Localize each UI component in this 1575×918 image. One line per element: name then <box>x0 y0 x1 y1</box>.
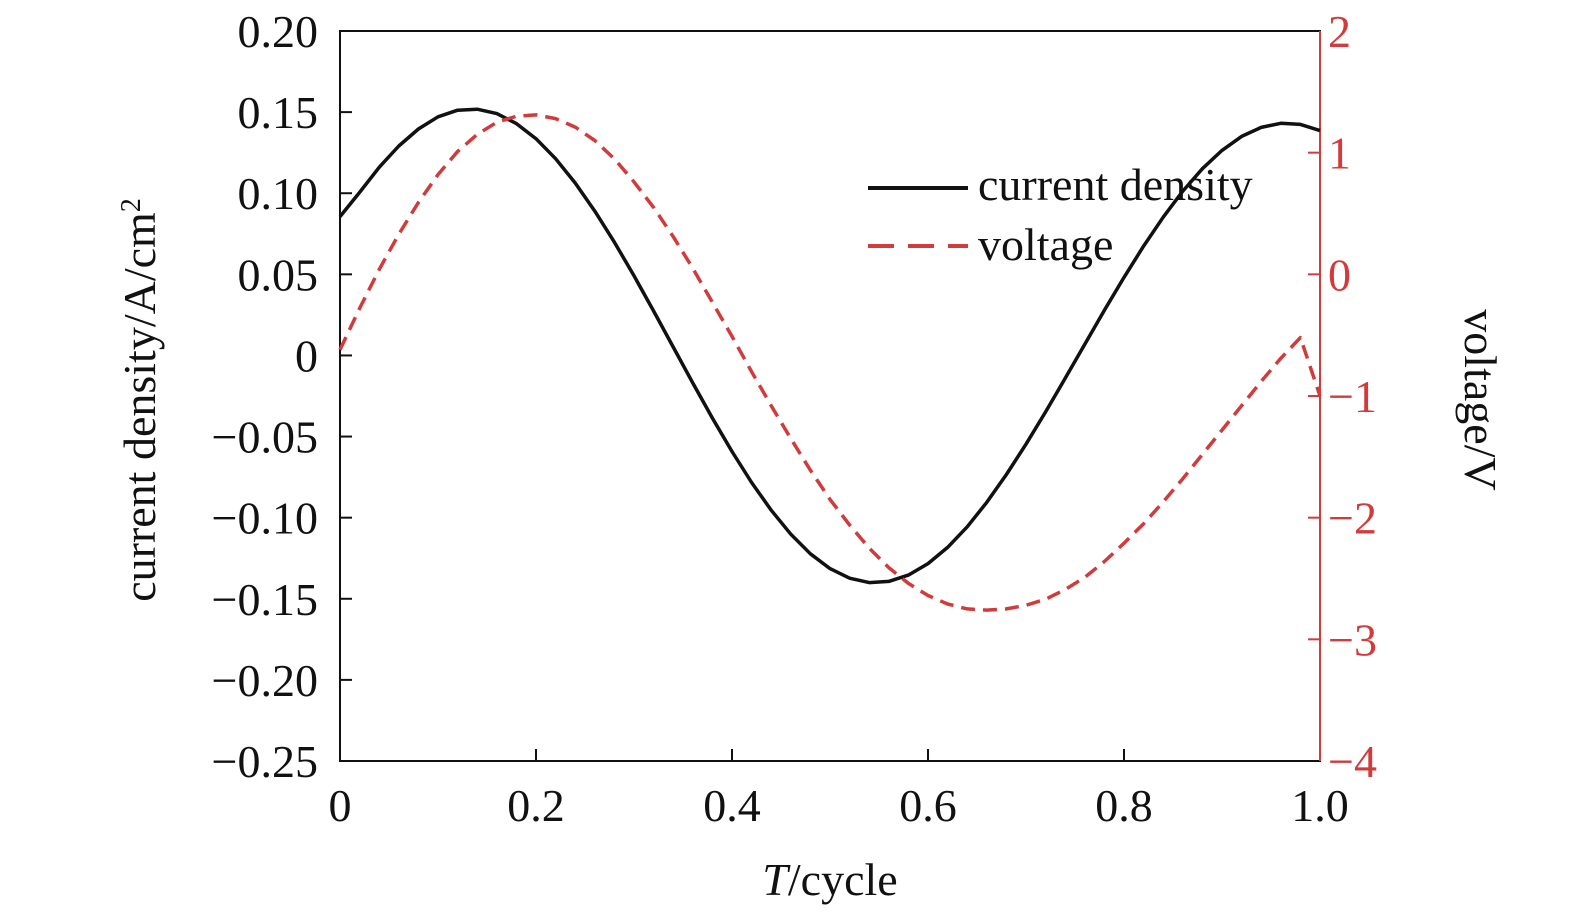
left-y-tick-label: −0.15 <box>212 574 318 625</box>
left-y-tick-label: 0.10 <box>238 168 319 219</box>
x-tick-label: 1.0 <box>1291 780 1349 831</box>
right-y-tick-label: −3 <box>1328 614 1377 665</box>
left-y-tick-label: 0 <box>295 330 318 381</box>
right-y-tick-label: −1 <box>1328 371 1377 422</box>
left-y-axis-title: current density/A/cm2 <box>114 198 165 602</box>
x-tick-label: 0.4 <box>703 780 761 831</box>
plot-frame <box>339 30 1321 762</box>
left-y-axis-title-superscript: 2 <box>116 198 147 212</box>
left-y-tick-label: 0.05 <box>238 249 319 300</box>
left-y-tick-label: 0.20 <box>238 6 319 57</box>
right-y-tick-label: −2 <box>1328 493 1377 544</box>
left-y-axis-ticks: 0.20 0.15 0.10 0.05 0 −0.05 −0.10 −0.15 −0.20 −0.… <box>212 6 352 787</box>
series-layer <box>338 107 1322 612</box>
right-y-tick-label: 1 <box>1328 128 1351 179</box>
legend-label-voltage: voltage <box>978 219 1113 270</box>
right-y-tick-label: 2 <box>1328 6 1351 57</box>
right-y-axis-title: voltage/V <box>1455 309 1506 490</box>
x-tick-label: 0.6 <box>899 780 957 831</box>
left-y-tick-label: −0.10 <box>212 493 318 544</box>
x-axis-title-italic: T <box>762 854 791 905</box>
left-y-tick-label: −0.20 <box>212 655 318 706</box>
left-y-tick-label: −0.05 <box>212 412 318 463</box>
x-tick-label: 0.2 <box>507 780 565 831</box>
legend-label-current-density: current density <box>978 159 1253 210</box>
right-y-axis-ticks: 2 1 0 −1 −2 −3 −4 <box>1308 6 1377 787</box>
series-line-voltage <box>338 113 1322 612</box>
right-y-tick-label: 0 <box>1328 249 1351 300</box>
left-y-tick-label: −0.25 <box>212 736 318 787</box>
right-y-tick-label: −4 <box>1328 736 1377 787</box>
legend: current density voltage <box>868 159 1253 270</box>
x-axis-ticks: 0 0.2 0.4 0.6 0.8 1.0 <box>329 749 1349 831</box>
x-tick-label: 0.8 <box>1095 780 1153 831</box>
x-axis-title-unit: /cycle <box>788 854 898 905</box>
x-axis-title: T/cycle <box>762 854 897 905</box>
left-y-axis-title-text: current density/A/cm <box>114 212 165 602</box>
left-y-tick-label: 0.15 <box>238 87 319 138</box>
x-tick-label: 0 <box>329 780 352 831</box>
series-line-current-density <box>338 107 1321 585</box>
